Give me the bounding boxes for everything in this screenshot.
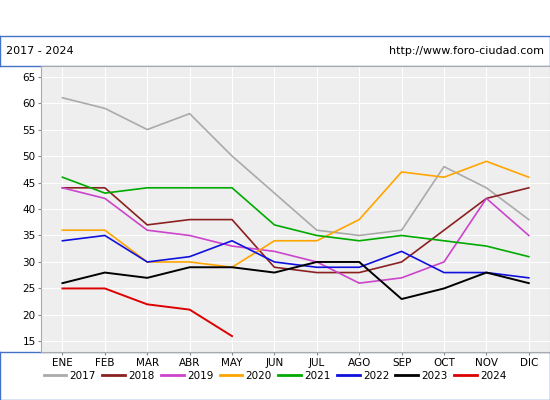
Text: 2017 - 2024: 2017 - 2024 <box>6 46 73 56</box>
Text: Evolucion del paro registrado en Albalate de Cinca: Evolucion del paro registrado en Albalat… <box>106 12 444 24</box>
Text: http://www.foro-ciudad.com: http://www.foro-ciudad.com <box>389 46 544 56</box>
Legend: 2017, 2018, 2019, 2020, 2021, 2022, 2023, 2024: 2017, 2018, 2019, 2020, 2021, 2022, 2023… <box>40 367 510 385</box>
